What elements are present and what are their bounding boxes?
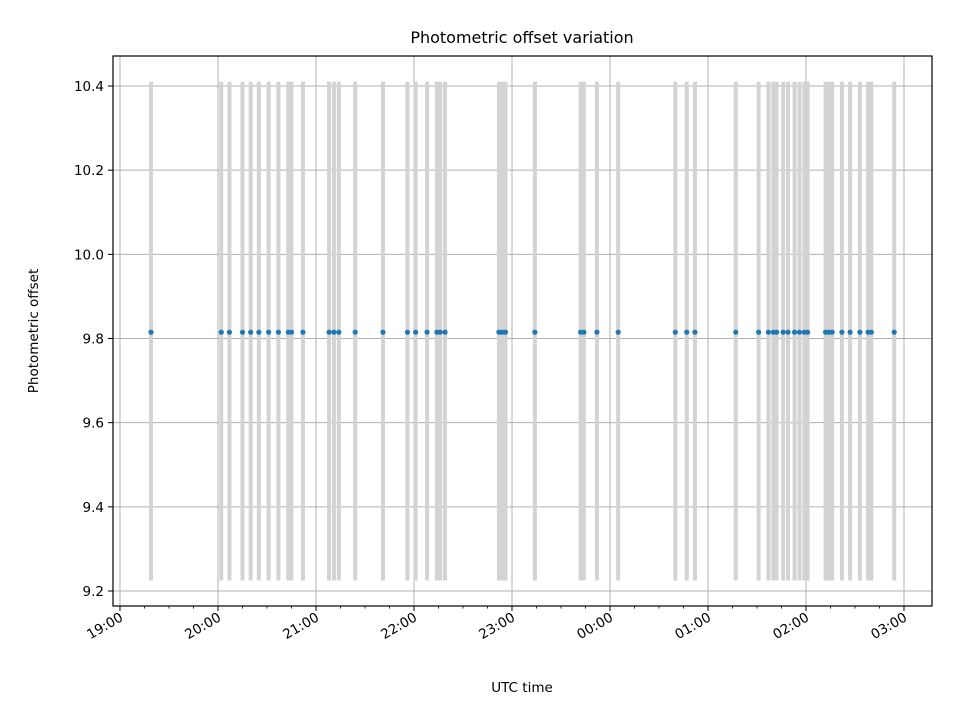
y-tick-label: 10.0 [74,247,104,263]
data-point [352,329,358,335]
data-point [796,329,803,335]
data-point [615,329,621,335]
y-tick-label: 9.2 [83,584,104,600]
data-point [868,329,874,335]
data-point [780,329,786,335]
data-point [774,329,780,335]
plot-frame [112,55,933,607]
data-point [839,329,845,335]
data-point [326,329,332,335]
y-tick-label: 9.6 [83,416,104,432]
data-point [532,329,538,335]
data-point [765,329,772,335]
y-axis-label: Photometric offset [26,269,42,393]
y-tick-label: 9.8 [83,332,104,348]
data-point [581,329,587,335]
data-point [288,329,295,335]
data-point [413,329,419,335]
data-point [275,329,282,335]
data-point [266,329,272,335]
data-point [692,329,698,335]
x-tick-label: 03:00 [868,610,910,643]
x-tick-label: 00:00 [574,610,616,643]
chart-title: Photometric offset variation [410,28,633,47]
data-point [756,329,762,335]
data-point [442,329,448,335]
y-tick-label: 10.2 [74,163,104,179]
data-point [684,329,690,335]
x-tick-label: 02:00 [770,610,812,643]
x-tick-label: 23:00 [476,610,518,643]
data-point [239,329,246,335]
data-point [256,329,262,335]
x-tick-label: 20:00 [182,610,224,643]
data-point [829,329,835,335]
data-point [733,329,739,335]
y-tick-label: 10.4 [74,79,104,95]
x-tick-label: 21:00 [280,610,322,643]
data-points [148,329,897,335]
x-axis-label: UTC time [491,680,553,696]
data-point [404,329,411,335]
data-point [424,329,430,335]
data-point [336,329,342,335]
x-tick-label: 19:00 [84,610,126,643]
data-point [672,329,678,335]
data-point [857,329,863,335]
data-point [380,329,386,335]
data-point [847,329,853,335]
x-tick-label: 01:00 [672,610,714,643]
data-point [594,329,600,335]
data-point [300,329,306,335]
data-point [148,329,154,335]
data-point [791,329,798,335]
data-point [785,329,791,335]
data-point [805,329,811,335]
data-point [502,329,509,335]
data-point [437,329,443,335]
data-point [891,329,897,335]
data-point [218,329,224,335]
x-tick-label: 22:00 [378,610,420,643]
data-point [248,329,254,335]
data-point [331,329,337,335]
y-tick-label: 9.4 [83,500,104,516]
data-point [226,329,233,335]
